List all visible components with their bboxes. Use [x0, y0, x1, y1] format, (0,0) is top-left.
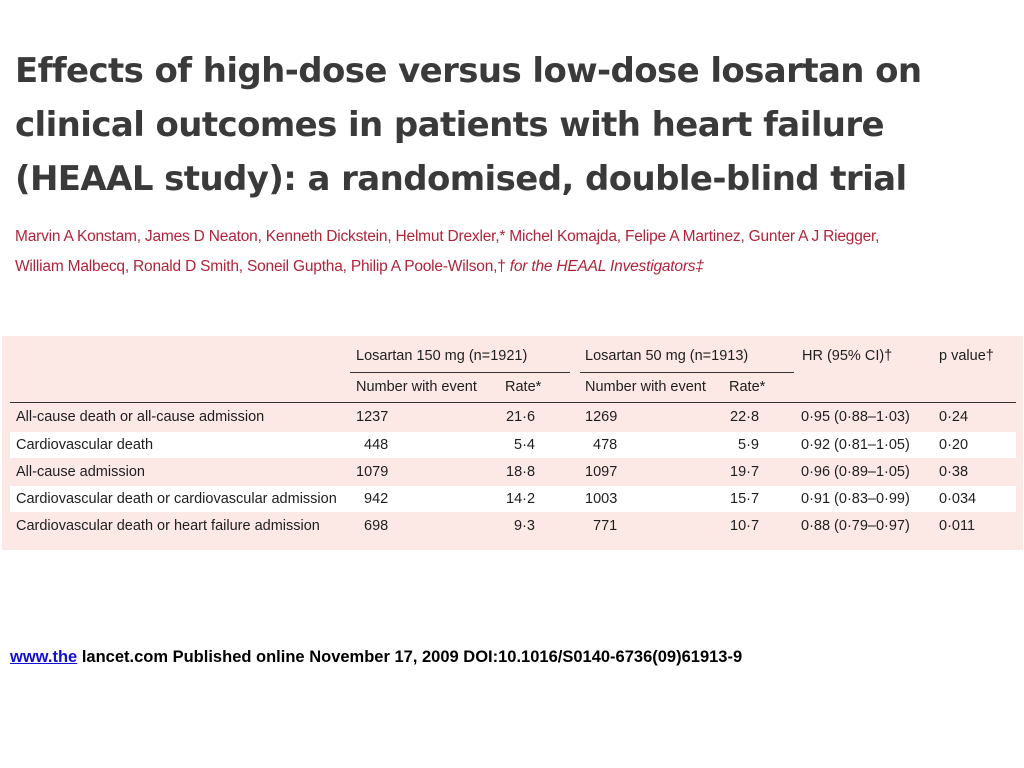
article-title: Effects of high-dose versus low-dose los…: [15, 51, 922, 199]
row-p-value: 0·24: [939, 409, 969, 425]
row-outcome: All-cause death or all-cause admission: [16, 409, 265, 425]
subheader-number-150: Number with event: [356, 379, 477, 395]
row-p-value: 0·38: [939, 464, 969, 480]
row-events-150: 448: [364, 437, 389, 453]
rule-group-50: [580, 372, 794, 373]
row-hr: 0·88 (0·79–0·97): [801, 518, 910, 534]
row-p-value: 0·034: [939, 491, 977, 507]
investigator-group: for the HEAAL Investigators‡: [509, 258, 704, 275]
table-row: All-cause admission 1079 18·8 1097 19·7 …: [10, 459, 1016, 485]
row-rate-50: 22·8: [730, 409, 760, 425]
row-events-50: 1269: [585, 409, 618, 425]
lancet-link[interactable]: www.the: [10, 648, 78, 666]
header-losartan-50: Losartan 50 mg (n=1913): [585, 348, 749, 364]
row-rate-150: 21·6: [506, 409, 536, 425]
row-rate-150: 5·4: [514, 437, 535, 453]
header-hr: HR (95% CI)†: [802, 348, 893, 364]
citation-footer: www.the lancet.com Published online Nove…: [10, 648, 742, 667]
row-rate-150: 9·3: [514, 518, 535, 534]
rule-group-150: [350, 372, 570, 373]
row-events-150: 1237: [356, 409, 389, 425]
row-rate-50: 19·7: [730, 464, 760, 480]
table-row: Cardiovascular death 448 5·4 478 5·9 0·9…: [10, 432, 1016, 458]
rule-header-bottom: [10, 402, 1016, 403]
table-row: Cardiovascular death or heart failure ad…: [10, 513, 1016, 539]
row-rate-50: 10·7: [730, 518, 760, 534]
citation-text: lancet.com Published online November 17,…: [77, 648, 743, 666]
header-p-value: p value†: [939, 348, 994, 364]
row-outcome: All-cause admission: [16, 464, 145, 480]
row-p-value: 0·20: [939, 437, 969, 453]
row-outcome: Cardiovascular death or cardiovascular a…: [16, 491, 337, 507]
subheader-rate-150: Rate*: [505, 379, 542, 395]
row-rate-50: 5·9: [738, 437, 759, 453]
row-hr: 0·91 (0·83–0·99): [801, 491, 910, 507]
table-row: Cardiovascular death or cardiovascular a…: [10, 486, 1016, 512]
row-outcome: Cardiovascular death or heart failure ad…: [16, 518, 320, 534]
results-table: Losartan 150 mg (n=1921) Losartan 50 mg …: [2, 336, 1023, 550]
table-row: All-cause death or all-cause admission 1…: [10, 404, 1016, 430]
row-rate-150: 14·2: [506, 491, 536, 507]
row-rate-50: 15·7: [730, 491, 760, 507]
row-hr: 0·95 (0·88–1·03): [801, 409, 910, 425]
row-events-50: 771: [593, 518, 618, 534]
row-rate-150: 18·8: [506, 464, 536, 480]
row-hr: 0·92 (0·81–1·05): [801, 437, 910, 453]
row-outcome: Cardiovascular death: [16, 437, 154, 453]
subheader-number-50: Number with event: [585, 379, 706, 395]
row-events-150: 1079: [356, 464, 389, 480]
authors-line-2: William Malbecq, Ronald D Smith, Soneil …: [15, 258, 510, 275]
row-events-50: 1003: [585, 491, 618, 507]
row-events-50: 478: [593, 437, 618, 453]
row-p-value: 0·011: [939, 518, 976, 534]
row-hr: 0·96 (0·89–1·05): [801, 464, 910, 480]
row-events-150: 698: [364, 518, 389, 534]
header-losartan-150: Losartan 150 mg (n=1921): [356, 348, 528, 364]
row-events-150: 942: [364, 491, 389, 507]
authors-line-1: Marvin A Konstam, James D Neaton, Kennet…: [15, 228, 880, 245]
author-list: Marvin A Konstam, James D Neaton, Kennet…: [15, 222, 1015, 282]
subheader-rate-50: Rate*: [729, 379, 766, 395]
row-events-50: 1097: [585, 464, 618, 480]
